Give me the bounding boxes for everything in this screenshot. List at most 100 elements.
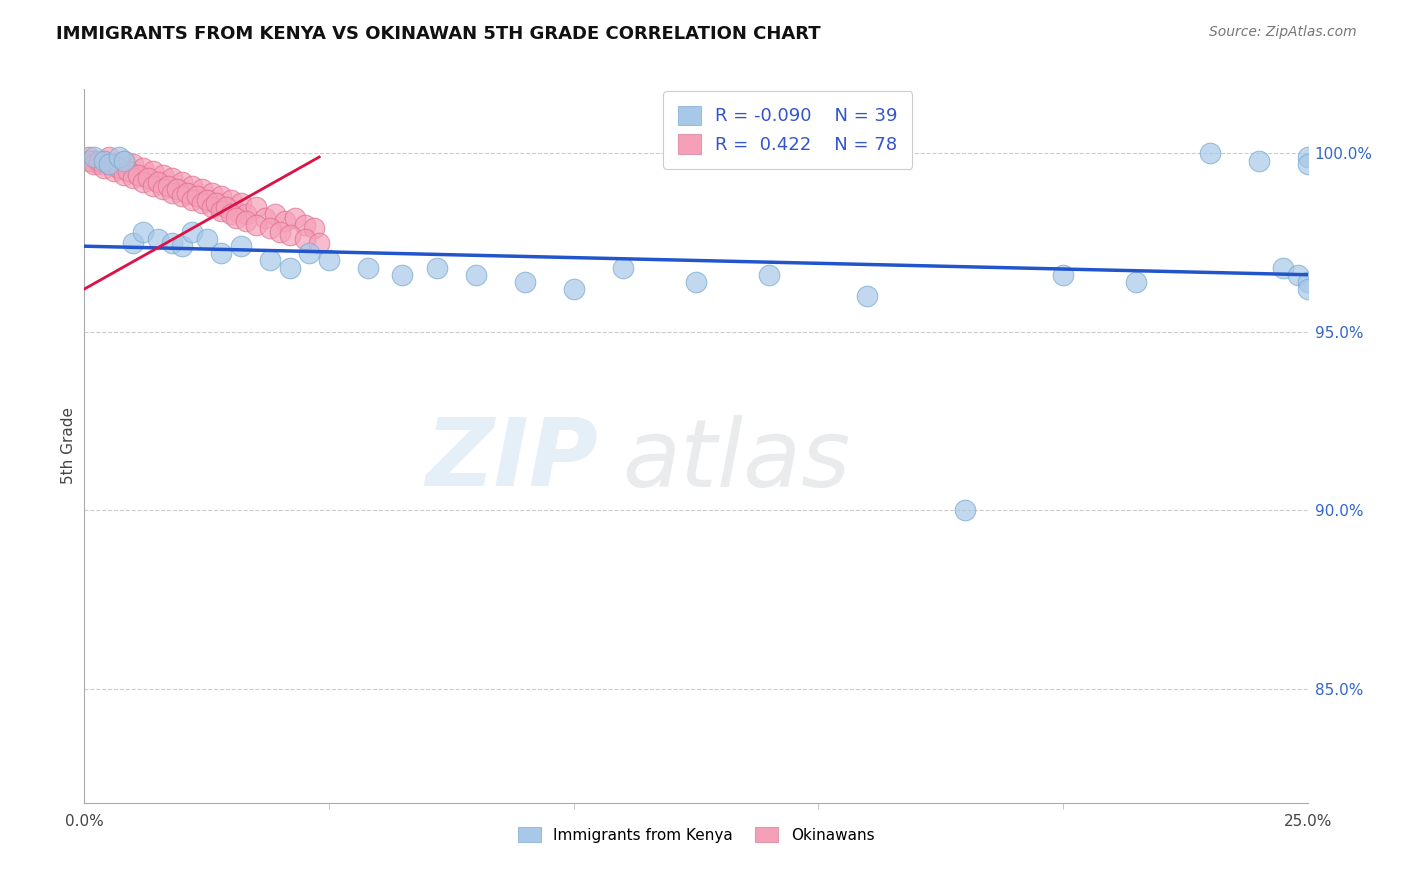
Point <box>426 260 449 275</box>
Point <box>562 282 585 296</box>
Point <box>97 150 120 164</box>
Point <box>172 175 194 189</box>
Point <box>176 186 198 200</box>
Point <box>195 193 218 207</box>
Point <box>685 275 707 289</box>
Point <box>122 171 145 186</box>
Point <box>1296 157 1319 171</box>
Point <box>209 246 232 260</box>
Point <box>117 164 139 178</box>
Point <box>1247 153 1270 168</box>
Point <box>215 200 238 214</box>
Point <box>117 164 139 178</box>
Text: Source: ZipAtlas.com: Source: ZipAtlas.com <box>1209 25 1357 39</box>
Point <box>142 164 165 178</box>
Point <box>298 246 321 260</box>
Point <box>122 157 145 171</box>
Point <box>166 182 188 196</box>
Point <box>103 164 125 178</box>
Point <box>162 171 184 186</box>
Point <box>83 150 105 164</box>
Point <box>107 161 129 175</box>
Point <box>162 235 184 250</box>
Point <box>1198 146 1220 161</box>
Point <box>83 157 105 171</box>
Point <box>357 260 380 275</box>
Point <box>132 175 155 189</box>
Point <box>209 189 232 203</box>
Point <box>127 168 149 182</box>
Point <box>1296 275 1319 289</box>
Point <box>1296 150 1319 164</box>
Legend: Immigrants from Kenya, Okinawans: Immigrants from Kenya, Okinawans <box>512 821 880 848</box>
Point <box>127 168 149 182</box>
Point <box>181 193 204 207</box>
Point <box>856 289 879 303</box>
Point <box>172 189 194 203</box>
Point <box>146 175 169 189</box>
Point <box>209 203 232 218</box>
Point <box>205 196 228 211</box>
Point <box>83 153 105 168</box>
Point <box>391 268 413 282</box>
Point <box>464 268 486 282</box>
Point <box>513 275 536 289</box>
Point <box>1272 260 1295 275</box>
Point <box>136 171 159 186</box>
Point <box>107 150 129 164</box>
Point <box>304 221 326 235</box>
Point <box>225 211 247 225</box>
Point <box>97 157 120 171</box>
Point <box>77 150 100 164</box>
Point <box>103 157 125 171</box>
Point <box>142 178 165 193</box>
Point <box>122 235 145 250</box>
Point <box>235 214 257 228</box>
Point <box>235 207 257 221</box>
Point <box>172 239 194 253</box>
Text: IMMIGRANTS FROM KENYA VS OKINAWAN 5TH GRADE CORRELATION CHART: IMMIGRANTS FROM KENYA VS OKINAWAN 5TH GR… <box>56 25 821 43</box>
Point <box>132 225 155 239</box>
Point <box>166 182 188 196</box>
Point <box>264 207 287 221</box>
Point <box>245 200 267 214</box>
Point <box>200 200 222 214</box>
Point <box>107 161 129 175</box>
Text: atlas: atlas <box>623 415 851 506</box>
Point <box>229 239 252 253</box>
Point <box>278 228 301 243</box>
Point <box>87 157 110 171</box>
Point <box>205 196 228 211</box>
Point <box>259 253 281 268</box>
Point <box>294 232 316 246</box>
Point <box>308 235 330 250</box>
Point <box>156 178 179 193</box>
Point <box>87 153 110 168</box>
Text: ZIP: ZIP <box>425 414 598 507</box>
Point <box>229 196 252 211</box>
Point <box>186 189 208 203</box>
Point <box>112 153 135 168</box>
Point <box>181 225 204 239</box>
Point <box>186 189 208 203</box>
Point <box>953 503 976 517</box>
Point <box>152 182 174 196</box>
Point <box>176 186 198 200</box>
Point <box>274 214 297 228</box>
Point <box>195 193 218 207</box>
Point <box>162 186 184 200</box>
Point <box>191 182 214 196</box>
Point <box>1052 268 1074 282</box>
Point <box>200 186 222 200</box>
Point <box>93 161 115 175</box>
Point <box>181 178 204 193</box>
Point <box>93 153 115 168</box>
Point <box>152 168 174 182</box>
Point <box>156 178 179 193</box>
Point <box>215 200 238 214</box>
Point <box>191 196 214 211</box>
Point <box>1125 275 1147 289</box>
Point <box>146 232 169 246</box>
Point <box>225 203 247 218</box>
Point <box>294 218 316 232</box>
